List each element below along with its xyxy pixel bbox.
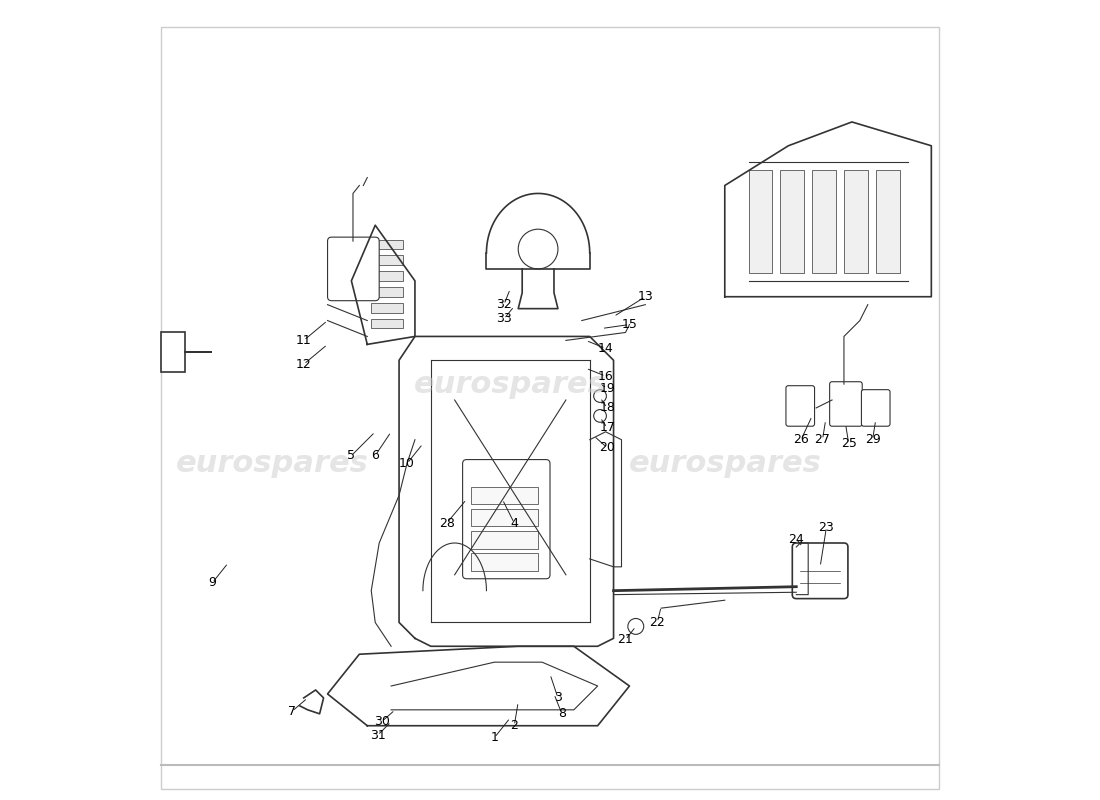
Bar [749,170,772,273]
Text: 10: 10 [399,457,415,470]
Polygon shape [161,333,212,372]
Text: 31: 31 [370,729,385,742]
FancyBboxPatch shape [792,543,848,598]
Text: 29: 29 [865,434,880,446]
Bar [372,319,403,329]
Bar [471,554,538,571]
Text: 24: 24 [789,533,804,546]
Text: 16: 16 [597,370,614,382]
FancyBboxPatch shape [328,237,380,301]
Text: eurospares: eurospares [176,449,368,478]
Text: 19: 19 [600,382,615,394]
Text: 6: 6 [372,449,379,462]
Text: 28: 28 [439,517,454,530]
Bar [372,271,403,281]
Text: 30: 30 [374,715,389,728]
Text: 4: 4 [510,517,518,530]
Bar [844,170,868,273]
Bar [471,486,538,504]
Text: 32: 32 [496,298,512,311]
Text: 2: 2 [510,719,518,732]
Text: 17: 17 [600,422,615,434]
Text: 25: 25 [840,437,857,450]
Bar [471,509,538,526]
Text: 5: 5 [348,449,355,462]
Bar [372,255,403,265]
Bar [812,170,836,273]
Text: eurospares: eurospares [414,370,607,398]
Text: 7: 7 [288,705,296,718]
Text: 33: 33 [496,313,512,326]
Bar [372,239,403,249]
Bar [876,170,900,273]
Text: 21: 21 [617,634,634,646]
Text: 20: 20 [600,441,615,454]
Text: 14: 14 [597,342,614,355]
Text: 9: 9 [208,576,217,590]
Text: 12: 12 [296,358,311,370]
Text: 3: 3 [554,691,562,705]
Bar [372,287,403,297]
Bar [372,303,403,313]
FancyBboxPatch shape [861,390,890,426]
Text: 15: 15 [621,318,637,331]
FancyBboxPatch shape [463,459,550,578]
Text: 1: 1 [491,731,498,744]
Text: 22: 22 [649,616,666,629]
Text: eurospares: eurospares [628,449,822,478]
Text: 8: 8 [558,707,565,720]
Bar [780,170,804,273]
FancyBboxPatch shape [829,382,862,426]
FancyBboxPatch shape [785,386,814,426]
Text: 18: 18 [600,402,615,414]
Text: 26: 26 [793,434,808,446]
Bar [471,531,538,549]
Text: 27: 27 [815,434,830,446]
Text: 11: 11 [296,334,311,347]
Text: 23: 23 [818,521,834,534]
Text: 13: 13 [638,290,653,303]
